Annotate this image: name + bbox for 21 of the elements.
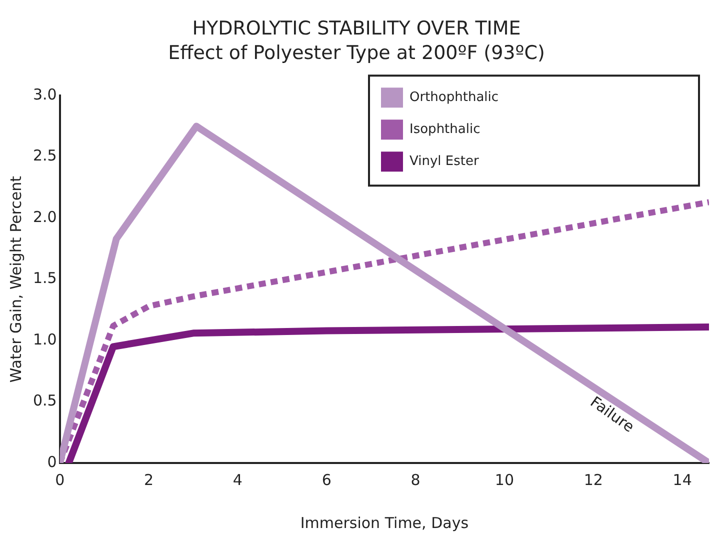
- y-axis-title: Water Gain, Weight Percent: [6, 176, 25, 383]
- y-tick-label: 2.0: [32, 208, 57, 226]
- chart-title: HYDROLYTIC STABILITY OVER TIME: [192, 17, 521, 40]
- y-tick-label: 2.5: [32, 146, 57, 165]
- legend-label: Isophthalic: [410, 122, 480, 137]
- x-tick-label: 8: [410, 470, 420, 489]
- y-tick-label: 1.0: [32, 330, 57, 348]
- x-tick-label: 14: [672, 470, 692, 489]
- y-tick-label: 1.5: [32, 269, 57, 288]
- x-axis-title: Immersion Time, Days: [300, 514, 469, 532]
- x-tick-label: 10: [494, 470, 514, 489]
- x-tick-label: 4: [232, 470, 242, 489]
- legend-label: Vinyl Ester: [410, 154, 480, 169]
- legend-label: Orthophthalic: [410, 90, 499, 105]
- y-tick-label: 0.5: [32, 392, 57, 410]
- x-tick-label: 6: [322, 470, 332, 489]
- y-tick-label: 3.0: [32, 85, 57, 104]
- chart-subtitle: Effect of Polyester Type at 200ºF (93ºC): [168, 42, 545, 64]
- y-tick-label: 0: [47, 452, 57, 471]
- x-tick-label: 2: [144, 470, 154, 489]
- x-tick-label: 12: [584, 470, 603, 489]
